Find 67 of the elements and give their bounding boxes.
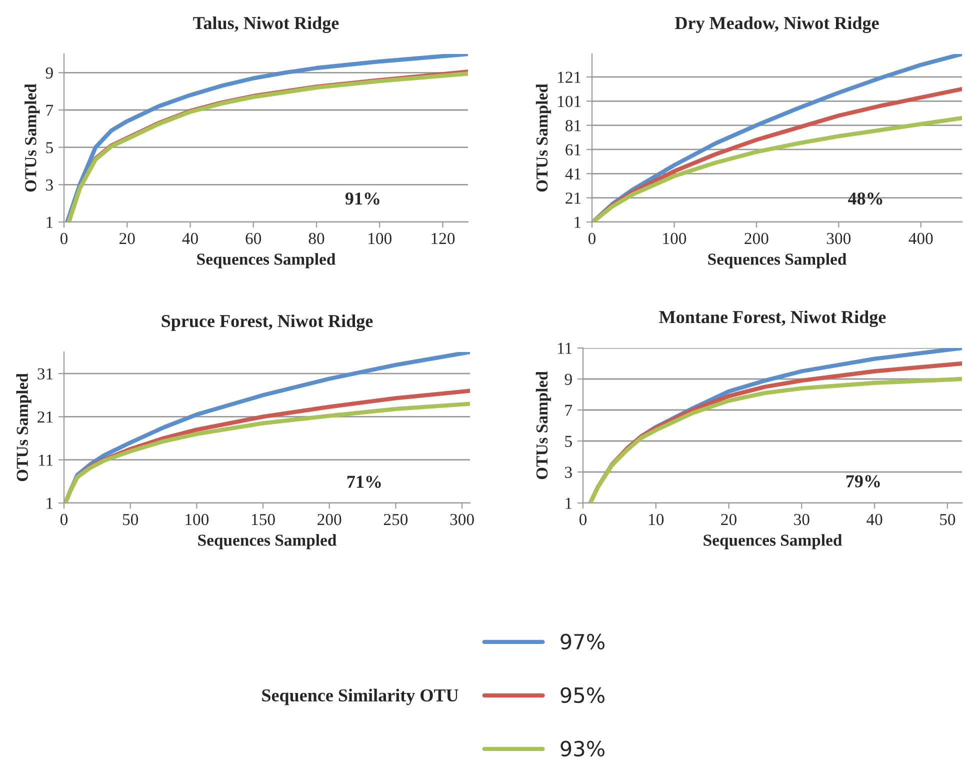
x-tick-label: 100 [186, 514, 209, 526]
y-tick-label: 1 [566, 498, 572, 509]
x-tick-label: 50 [122, 514, 138, 526]
x-tick-label: 30 [794, 514, 810, 526]
y-tick-label: 5 [565, 436, 572, 447]
x-tick-label: 200 [744, 232, 768, 244]
y-tick-label: 21 [566, 192, 581, 204]
annotation: 71% [347, 476, 381, 488]
y-axis-title: OTUs Sampled [536, 84, 552, 192]
x-tick-label: 0 [60, 514, 68, 526]
y-axis-title: OTUs Sampled [24, 84, 40, 192]
x-axis-title: Sequences Sampled [197, 253, 336, 268]
y-tick-label: 11 [558, 342, 572, 354]
y-tick-label: 101 [558, 96, 581, 108]
y-tick-label: 61 [566, 144, 581, 156]
y-tick-label: 121 [558, 72, 581, 83]
x-tick-label: 0 [579, 514, 587, 526]
y-tick-label: 31 [38, 368, 53, 380]
x-tick-label: 120 [432, 232, 455, 244]
x-tick-label: 300 [826, 232, 851, 244]
x-tick-label: 0 [588, 232, 596, 244]
y-tick-label: 3 [46, 179, 53, 191]
chart-title: Dry Meadow, Niwot Ridge [675, 16, 879, 33]
annotation: 79% [846, 475, 880, 488]
chart-title: Montane Forest, Niwot Ridge [659, 310, 886, 327]
chart-title: Talus, Niwot Ridge [193, 16, 339, 33]
x-axis-title: Sequences Sampled [704, 534, 842, 550]
x-tick-label: 20 [120, 232, 135, 244]
chart-title: Spruce Forest, Niwot Ridge [162, 314, 373, 331]
x-tick-label: 20 [721, 514, 736, 526]
x-tick-label: 50 [940, 514, 956, 526]
y-tick-label: 1 [574, 216, 581, 228]
y-tick-label: 1 [46, 498, 53, 509]
y-axis-title: OTUs Sampled [16, 373, 32, 482]
y-tick-label: 7 [46, 104, 54, 116]
x-tick-label: 300 [450, 514, 474, 526]
x-tick-label: 40 [182, 232, 198, 244]
x-tick-label: 100 [368, 232, 392, 244]
y-tick-label: 9 [564, 374, 572, 385]
legend-label: 95% [560, 687, 605, 704]
x-tick-label: 150 [252, 514, 275, 526]
x-tick-label: 40 [866, 514, 882, 526]
y-tick-label: 11 [39, 454, 53, 466]
y-tick-label: 21 [38, 411, 53, 422]
x-tick-label: 60 [246, 232, 262, 244]
annotation: 48% [848, 192, 882, 205]
y-tick-label: 81 [566, 120, 581, 132]
x-tick-label: 250 [384, 514, 408, 526]
y-tick-label: 41 [565, 168, 581, 180]
y-tick-label: 1 [46, 216, 53, 228]
x-tick-label: 100 [663, 232, 686, 244]
x-tick-label: 0 [60, 232, 68, 244]
x-tick-label: 80 [308, 232, 324, 244]
y-tick-label: 7 [565, 404, 572, 416]
x-tick-label: 200 [318, 514, 342, 526]
x-axis-title: Sequences Sampled [708, 253, 846, 268]
x-tick-label: 10 [649, 514, 664, 526]
y-tick-label: 9 [46, 67, 53, 79]
y-tick-label: 5 [46, 142, 53, 154]
legend-label: 93% [560, 740, 605, 757]
legend-title: Sequence Similarity OTU [262, 688, 458, 706]
legend-label: 97% [560, 634, 605, 650]
x-tick-label: 400 [908, 232, 933, 244]
y-axis-title: OTUs Sampled [536, 371, 551, 480]
annotation: 91% [345, 192, 380, 205]
x-axis-title: Sequences Sampled [198, 534, 336, 550]
y-tick-label: 3 [565, 466, 572, 478]
